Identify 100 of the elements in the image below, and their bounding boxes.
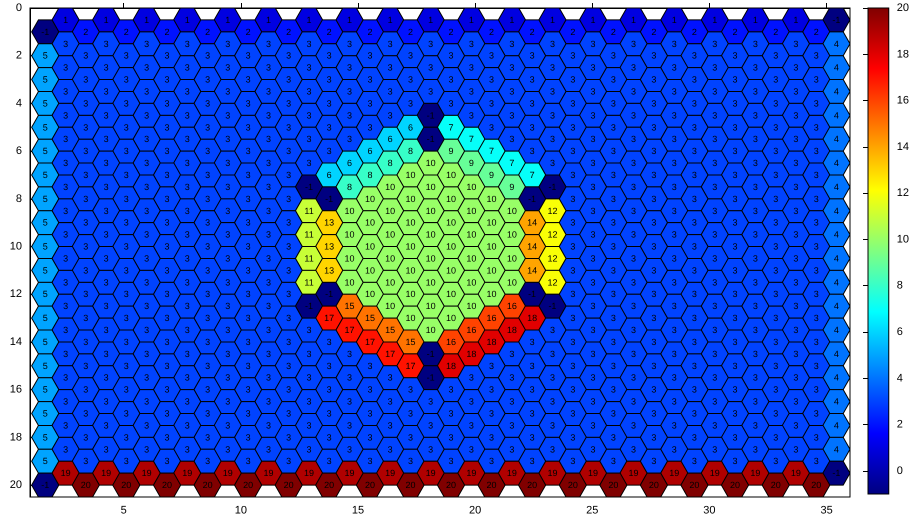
data-label: 3 xyxy=(752,62,758,73)
data-label: 3 xyxy=(712,38,718,49)
data-label: 3 xyxy=(752,325,758,336)
data-label: 19 xyxy=(669,468,680,478)
data-label: 9 xyxy=(509,182,514,192)
data-label: 3 xyxy=(509,86,514,96)
data-label: 10 xyxy=(486,194,497,204)
data-label: 3 xyxy=(814,122,819,132)
data-label: -1 xyxy=(548,301,556,312)
data-label: 3 xyxy=(104,230,109,240)
data-label: 13 xyxy=(324,242,334,252)
data-label: 3 xyxy=(225,253,230,264)
data-label: 3 xyxy=(367,98,372,108)
data-label: 3 xyxy=(773,408,778,419)
data-label: 3 xyxy=(63,62,68,73)
data-label: 3 xyxy=(144,158,150,168)
data-label: 3 xyxy=(306,38,312,49)
data-label: 3 xyxy=(631,396,636,407)
data-label: 3 xyxy=(326,50,332,61)
data-label: 3 xyxy=(286,98,292,108)
data-label: 7 xyxy=(468,134,474,144)
data-label: 10 xyxy=(364,242,375,252)
data-label: 3 xyxy=(246,408,251,419)
data-label: 3 xyxy=(266,62,272,73)
data-label: 3 xyxy=(63,110,68,120)
data-label: 11 xyxy=(304,230,314,240)
data-label: 3 xyxy=(184,444,190,454)
data-label: 3 xyxy=(184,86,190,96)
data-label: 3 xyxy=(651,74,656,85)
data-label: 3 xyxy=(530,98,535,108)
data-label: 3 xyxy=(367,50,372,61)
data-label: 3 xyxy=(610,146,616,156)
data-label: 3 xyxy=(83,456,88,466)
data-label: 3 xyxy=(793,253,798,264)
data-label: 3 xyxy=(550,325,555,336)
color-bar-label: 18 xyxy=(896,48,910,60)
data-label: 10 xyxy=(426,325,436,336)
data-label: 3 xyxy=(793,158,798,168)
data-label: 3 xyxy=(712,134,718,144)
color-bar-label: 6 xyxy=(896,326,903,338)
data-label: 3 xyxy=(205,360,210,371)
data-label: 3 xyxy=(144,134,150,144)
data-label: 3 xyxy=(631,444,636,454)
data-label: 3 xyxy=(408,408,413,419)
data-label: 4 xyxy=(834,62,839,73)
data-label: 3 xyxy=(306,110,312,120)
data-label: 17 xyxy=(344,325,355,336)
data-label: 3 xyxy=(793,396,798,407)
data-label: 10 xyxy=(426,277,436,288)
data-label: 2 xyxy=(205,26,210,37)
data-label: 3 xyxy=(570,384,576,395)
data-label: 3 xyxy=(610,122,616,132)
data-label: 1 xyxy=(388,14,393,25)
data-label: 3 xyxy=(63,230,68,240)
data-label: 3 xyxy=(712,372,718,383)
data-label: 3 xyxy=(286,242,292,252)
data-label: 4 xyxy=(834,182,839,192)
data-label: 3 xyxy=(246,289,251,300)
data-label: 3 xyxy=(225,372,230,383)
data-label: -1 xyxy=(832,14,840,25)
data-label: 3 xyxy=(814,432,819,442)
data-label: 9 xyxy=(489,170,494,180)
data-label: 1 xyxy=(104,14,109,25)
data-label: 3 xyxy=(672,444,677,454)
data-label: 10 xyxy=(405,289,416,300)
data-label: -1 xyxy=(832,468,840,478)
data-label: 3 xyxy=(610,432,616,442)
data-label: 3 xyxy=(83,122,88,132)
data-label: 3 xyxy=(509,134,514,144)
data-label: 3 xyxy=(468,444,474,454)
data-label: 3 xyxy=(773,432,778,442)
data-label: 3 xyxy=(610,289,616,300)
data-label: 3 xyxy=(570,313,576,324)
data-label: 20 xyxy=(405,480,416,490)
data-label: 3 xyxy=(428,86,434,96)
data-label: 3 xyxy=(448,408,454,419)
data-label: 3 xyxy=(732,265,738,276)
data-label: 1 xyxy=(225,14,230,25)
data-label: 3 xyxy=(712,230,718,240)
data-label: 3 xyxy=(225,86,230,96)
data-label: 5 xyxy=(42,146,48,156)
data-label: 3 xyxy=(672,62,677,73)
data-label: 12 xyxy=(547,206,558,216)
data-label: 3 xyxy=(752,110,758,120)
color-bar-label: 20 xyxy=(896,2,910,14)
data-label: 3 xyxy=(590,38,596,49)
data-label: 3 xyxy=(692,242,697,252)
data-label: 3 xyxy=(124,313,129,324)
data-label: 3 xyxy=(692,170,697,180)
data-label: 3 xyxy=(164,146,170,156)
y-tick-label: 4 xyxy=(16,97,22,110)
data-label: 3 xyxy=(326,122,332,132)
data-label: 3 xyxy=(672,301,677,312)
data-label: 3 xyxy=(590,420,596,430)
data-label: 17 xyxy=(385,348,396,359)
data-label: 3 xyxy=(408,74,413,85)
data-label: 17 xyxy=(324,313,334,324)
data-label: 3 xyxy=(205,146,210,156)
data-label: 3 xyxy=(448,74,454,85)
data-label: 11 xyxy=(304,253,314,264)
